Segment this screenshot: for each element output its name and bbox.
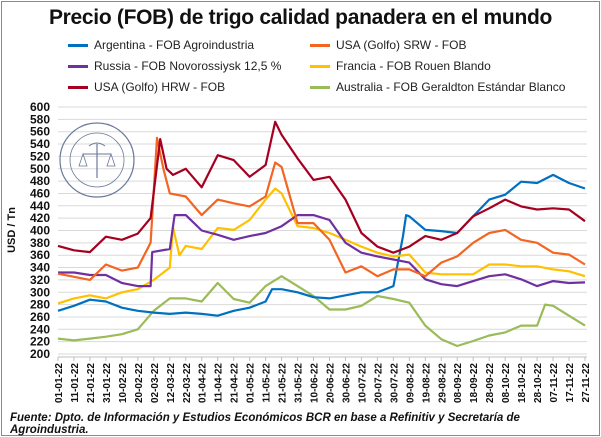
legend-item: Argentina - FOB Agroindustria [68, 38, 254, 52]
x-tick-label: 30-06-22 [341, 363, 352, 403]
y-tick-label: 320 [30, 273, 50, 287]
x-tick-label: 11-01-22 [70, 363, 81, 403]
y-tick-label: 520 [30, 149, 50, 163]
series-line [58, 214, 586, 288]
y-tick-label: 500 [30, 162, 50, 176]
y-tick-label: 360 [30, 248, 50, 262]
legend-item: USA (Golfo) HRW - FOB [68, 80, 225, 94]
logo-watermark [59, 122, 135, 198]
x-tick-label: 01-05-22 [246, 363, 257, 403]
x-tick-label: 01-01-22 [54, 363, 65, 403]
x-tick-label: 21-05-22 [278, 363, 289, 403]
series-line [57, 275, 586, 348]
chart-title: Precio (FOB) de trigo calidad panadera e… [48, 6, 553, 29]
y-tick-label: 240 [30, 322, 50, 336]
x-tick-label: 20-02-22 [134, 363, 145, 403]
y-tick-label: 460 [30, 186, 50, 200]
x-tick-label: 01-04-22 [198, 363, 209, 403]
x-tick-label: 02-03-22 [150, 363, 161, 403]
x-tick-label: 30-07-22 [389, 363, 400, 403]
x-tick-label: 21-04-22 [230, 363, 241, 403]
legend-item: USA (Golfo) SRW - FOB [310, 38, 466, 52]
x-tick-label: 10-02-22 [118, 363, 129, 403]
x-tick-label: 18-09-22 [469, 363, 480, 403]
y-tick-label: 200 [30, 347, 50, 361]
x-tick-label: 10-06-22 [310, 363, 321, 403]
legend-label: USA (Golfo) HRW - FOB [94, 80, 226, 94]
y-tick-label: 220 [30, 335, 50, 349]
y-tick-label: 380 [30, 236, 50, 250]
legend-item: Francia - FOB Rouen Blando [310, 59, 491, 73]
y-tick-label: 420 [30, 211, 50, 225]
y-tick-label: 560 [30, 125, 50, 139]
x-tick-label: 11-04-22 [214, 363, 225, 403]
x-tick-label: 08-09-22 [453, 363, 464, 403]
y-tick-label: 480 [30, 174, 50, 188]
source-note: Fuente: Dpto. de Información y Estudios … [10, 412, 520, 436]
x-tick-label: 18-10-22 [517, 363, 528, 403]
x-tick-label: 29-08-22 [437, 363, 448, 403]
legend-swatch [68, 43, 88, 47]
y-tick-label: 600 [30, 100, 50, 114]
y-tick-label: 340 [30, 261, 50, 275]
legend-label: Argentina - FOB Agroindustria [94, 38, 255, 52]
y-tick-label: 260 [30, 310, 50, 324]
x-tick-label: 17-11-22 [565, 363, 576, 403]
x-tick-label: 20-06-22 [325, 363, 336, 403]
legend-label: Russia - FOB Novorossiysk 12,5 % [94, 59, 282, 73]
y-tick-label: 540 [30, 137, 50, 151]
legend-swatch [68, 85, 88, 89]
legend-item: Russia - FOB Novorossiysk 12,5 % [68, 59, 281, 73]
x-tick-label: 22-03-22 [182, 363, 193, 403]
legend-swatch [68, 64, 88, 68]
x-tick-label: 27-11-22 [581, 363, 592, 403]
x-tick-label: 19-08-22 [421, 363, 432, 403]
legend-label: USA (Golfo) SRW - FOB [336, 38, 467, 52]
x-tick-label: 08-10-22 [501, 363, 512, 403]
x-tick-label: 20-07-22 [373, 363, 384, 403]
x-tick-label: 07-11-22 [549, 363, 560, 403]
y-tick-label: 440 [30, 199, 50, 213]
y-tick-label: 580 [30, 112, 50, 126]
x-tick-label: 21-01-22 [86, 363, 97, 403]
x-tick-label: 28-10-22 [533, 363, 544, 403]
x-tick-label: 28-09-22 [485, 363, 496, 403]
x-tick-label: 31-01-22 [102, 363, 113, 403]
legend-swatch [310, 64, 330, 68]
x-tick-label: 10-07-22 [357, 363, 368, 403]
legend-swatch [310, 85, 330, 89]
series-line [57, 173, 586, 317]
legend-item: Australia - FOB Geraldton Estándar Blanc… [310, 80, 565, 94]
y-axis-title: USD / Tn [6, 207, 18, 253]
y-tick-label: 280 [30, 298, 50, 312]
legend-swatch [310, 43, 330, 47]
x-tick-label: 09-08-22 [405, 363, 416, 403]
legend-label: Australia - FOB Geraldton Estándar Blanc… [336, 80, 566, 94]
series-line [57, 136, 586, 281]
y-tick-label: 400 [30, 224, 50, 238]
series-line [57, 120, 586, 254]
x-tick-label: 11-05-22 [262, 363, 273, 403]
legend-label: Francia - FOB Rouen Blando [336, 59, 491, 73]
x-tick-label: 12-03-22 [166, 363, 177, 403]
x-tick-label: 31-05-22 [294, 363, 305, 403]
y-tick-label: 300 [30, 285, 50, 299]
series-line [57, 187, 586, 305]
